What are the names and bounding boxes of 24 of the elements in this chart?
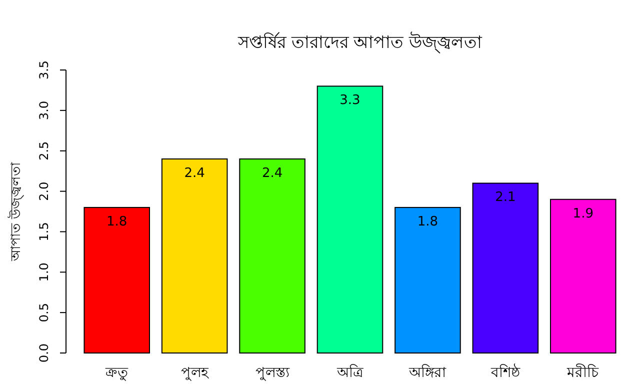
data-label: 2.1	[495, 190, 516, 206]
x-tick-label: মরীচি	[566, 364, 600, 381]
chart-title: সপ্তর্ষির তারাদের আপাত উজ্জ্বলতা	[236, 32, 484, 53]
data-label: 1.8	[417, 214, 438, 230]
y-tick-label: 0.5	[37, 303, 51, 322]
x-tick-label: পুলস্ত্য	[255, 365, 290, 381]
y-axis-title: আপাত উজ্জ্বলতা	[8, 162, 24, 262]
data-label: 1.8	[106, 214, 128, 230]
x-tick-label: অত্রি	[336, 364, 364, 381]
y-tick-label: 0.0	[37, 343, 51, 363]
data-label: 1.9	[572, 206, 594, 222]
x-tick-label: পুলহ	[181, 365, 210, 381]
data-label: 2.4	[262, 166, 283, 181]
y-tick-label: 2.0	[37, 182, 51, 201]
y-tick-label: 1.5	[37, 222, 51, 242]
x-tick-label: বশিষ্ঠ	[490, 364, 521, 381]
data-label: 3.3	[340, 93, 360, 108]
y-tick-label: 3.5	[37, 60, 51, 80]
y-tick-label: 3.0	[37, 100, 51, 120]
x-tick-label: ক্রতু	[104, 365, 128, 381]
data-label: 2.4	[184, 166, 205, 181]
y-tick-label: 1.0	[37, 262, 51, 282]
x-tick-label: অঙ্গিরা	[408, 364, 448, 381]
y-tick-label: 2.5	[37, 141, 51, 160]
